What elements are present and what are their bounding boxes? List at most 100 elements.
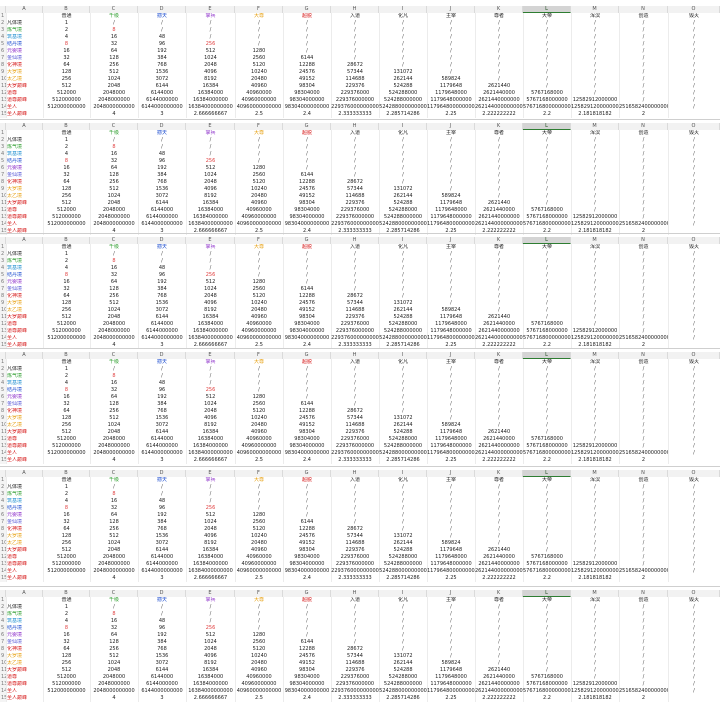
value-cell[interactable]: /	[450, 48, 452, 54]
value-cell[interactable]: /	[693, 258, 695, 264]
value-cell[interactable]: 12288	[299, 408, 315, 414]
column-header-k[interactable]: K	[475, 470, 523, 477]
value-cell[interactable]: 2048000000000	[93, 104, 135, 110]
value-cell[interactable]: 2048000000000	[93, 568, 135, 574]
value-cell[interactable]: 2048000000	[98, 561, 130, 567]
corner-cell[interactable]	[0, 237, 6, 244]
value-cell[interactable]: 12288	[299, 293, 315, 299]
value-cell[interactable]: 2.5	[255, 111, 263, 117]
value-cell[interactable]: /	[546, 366, 548, 372]
value-cell[interactable]: /	[594, 526, 596, 532]
value-cell[interactable]: 2.5	[255, 228, 263, 234]
value-cell[interactable]: 32	[110, 387, 118, 393]
value-cell[interactable]: /	[402, 151, 404, 157]
value-cell[interactable]: /	[594, 186, 596, 192]
column-header-a[interactable]: A	[6, 123, 43, 130]
column-header-i[interactable]: I	[379, 352, 427, 359]
value-cell[interactable]: /	[594, 279, 596, 285]
value-cell[interactable]: 1536	[155, 653, 169, 659]
value-cell[interactable]: 64	[110, 165, 118, 171]
header-cell[interactable]: 大帝	[541, 244, 552, 250]
value-cell[interactable]: 96	[158, 387, 166, 393]
value-cell[interactable]: /	[209, 380, 212, 386]
value-cell[interactable]: /	[594, 547, 596, 553]
value-cell[interactable]: /	[306, 512, 308, 518]
value-cell[interactable]: /	[209, 604, 212, 610]
value-cell[interactable]: 512	[109, 300, 119, 306]
row-number[interactable]: 3	[0, 373, 6, 380]
value-cell[interactable]: /	[402, 34, 404, 40]
value-cell[interactable]: /	[354, 158, 356, 164]
value-cell[interactable]: 3	[160, 575, 164, 581]
row-number[interactable]: 15	[0, 457, 6, 464]
value-cell[interactable]: 256	[61, 193, 72, 199]
row-number[interactable]: 9	[0, 300, 6, 307]
value-cell[interactable]: 524288	[393, 314, 413, 320]
value-cell[interactable]: 40960	[251, 429, 267, 435]
value-cell[interactable]: 32	[63, 286, 70, 292]
value-cell[interactable]: /	[258, 505, 260, 511]
value-cell[interactable]: 40960000000	[241, 561, 277, 567]
value-cell[interactable]: 40960	[251, 314, 267, 320]
value-cell[interactable]: /	[546, 293, 548, 299]
row-number[interactable]: 13	[0, 328, 6, 335]
column-header-j[interactable]: J	[427, 470, 475, 477]
row-number[interactable]: 9	[0, 533, 6, 540]
value-cell[interactable]: 2048000000	[98, 681, 130, 687]
value-cell[interactable]: /	[306, 380, 308, 386]
corner-cell[interactable]	[0, 352, 6, 359]
value-cell[interactable]: /	[642, 20, 645, 26]
value-cell[interactable]: 128	[109, 519, 119, 525]
value-cell[interactable]: /	[642, 179, 645, 185]
value-cell[interactable]: 768	[157, 408, 167, 414]
column-header-i[interactable]: I	[379, 6, 427, 13]
value-cell[interactable]: /	[693, 104, 695, 110]
value-cell[interactable]: /	[498, 611, 500, 617]
value-cell[interactable]: /	[642, 258, 645, 264]
value-cell[interactable]: 64	[63, 293, 70, 299]
value-cell[interactable]: 1179648000000	[430, 561, 472, 567]
value-cell[interactable]: 256	[61, 422, 72, 428]
value-cell[interactable]: /	[594, 401, 596, 407]
value-cell[interactable]: /	[354, 394, 356, 400]
value-cell[interactable]: 6144	[300, 55, 314, 61]
value-cell[interactable]: /	[498, 366, 500, 372]
value-cell[interactable]: /	[594, 625, 596, 631]
header-cell[interactable]: 入道	[349, 244, 360, 250]
value-cell[interactable]: /	[450, 151, 452, 157]
value-cell[interactable]: 2621440000	[483, 207, 515, 213]
value-cell[interactable]: 5120	[252, 526, 266, 532]
row-label-cell[interactable]: 道尊巅峰	[7, 681, 28, 687]
column-header-g[interactable]: G	[283, 352, 331, 359]
value-cell[interactable]: 2	[64, 144, 69, 150]
header-cell[interactable]: 毁灭	[688, 13, 699, 19]
value-cell[interactable]: 1024	[204, 519, 217, 525]
value-cell[interactable]: 1	[64, 137, 69, 143]
value-cell[interactable]: /	[498, 422, 500, 428]
value-cell[interactable]: /	[258, 387, 260, 393]
value-cell[interactable]: /	[546, 193, 548, 199]
value-cell[interactable]: 512000000000	[47, 104, 86, 110]
value-cell[interactable]: /	[594, 604, 596, 610]
column-header-j[interactable]: J	[427, 6, 475, 13]
column-header-i[interactable]: I	[379, 590, 427, 597]
row-number[interactable]: 10	[0, 76, 6, 83]
value-cell[interactable]: 5120	[252, 646, 266, 652]
value-cell[interactable]: /	[693, 429, 695, 435]
row-number[interactable]: 12	[0, 321, 6, 328]
row-label-cell[interactable]: 圣人巅峰	[7, 457, 28, 463]
column-header-d[interactable]: D	[138, 352, 186, 359]
value-cell[interactable]: /	[546, 505, 548, 511]
value-cell[interactable]: /	[258, 491, 260, 497]
value-cell[interactable]: /	[161, 484, 163, 490]
value-cell[interactable]: /	[450, 272, 452, 278]
column-header-o[interactable]: O	[668, 123, 720, 130]
value-cell[interactable]: /	[594, 422, 596, 428]
value-cell[interactable]: /	[306, 20, 308, 26]
value-cell[interactable]: /	[209, 498, 212, 504]
value-cell[interactable]: /	[354, 498, 356, 504]
row-label-cell[interactable]: 元婴境	[7, 394, 23, 400]
value-cell[interactable]: /	[402, 279, 404, 285]
row-label-cell[interactable]: 金仙境	[7, 639, 23, 645]
